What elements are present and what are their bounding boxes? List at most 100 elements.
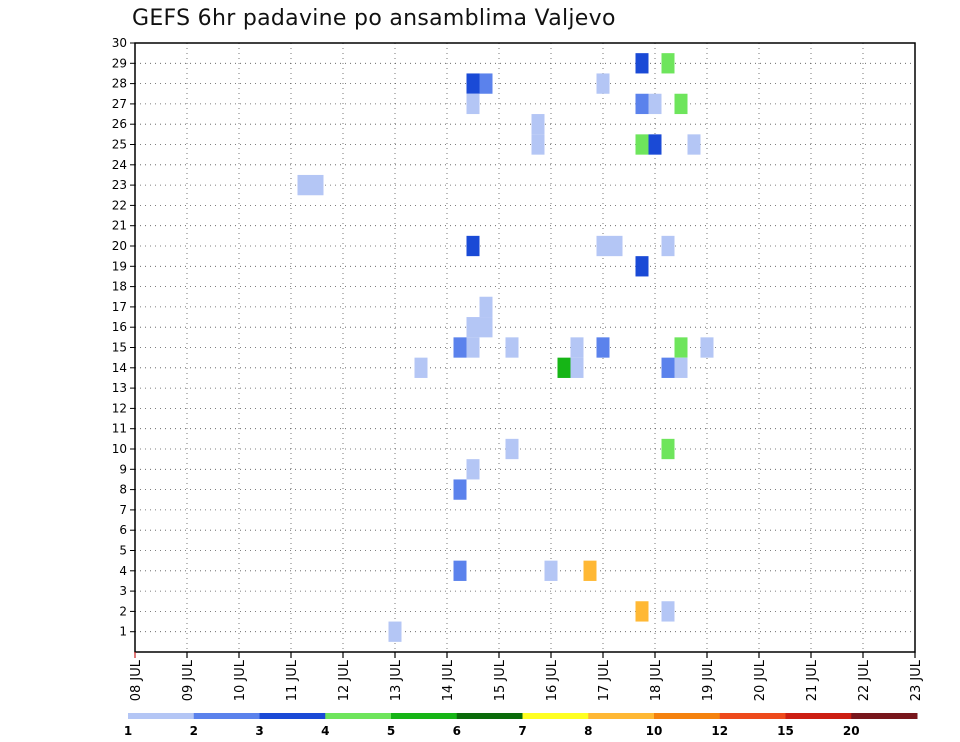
y-tick-label: 28	[112, 77, 127, 91]
legend-swatch	[128, 713, 195, 719]
y-tick-label: 8	[119, 483, 127, 497]
y-tick-label: 6	[119, 523, 127, 537]
color-legend: 1 2 3 4 5 6 7 8 10 12 15 20	[124, 713, 918, 738]
heatmap-cell	[466, 93, 480, 115]
heatmap-cell	[479, 296, 493, 318]
legend-swatch	[325, 713, 392, 719]
legend-swatch	[719, 713, 786, 719]
legend-label: 20	[843, 724, 860, 738]
y-tick-label: 25	[112, 138, 127, 152]
y-tick-label: 26	[112, 117, 127, 131]
heatmap-cell	[466, 317, 480, 338]
heatmap-cell	[674, 337, 688, 358]
heatmap-cell	[635, 134, 649, 155]
heatmap-cell	[544, 560, 558, 581]
heatmap-cell	[466, 459, 480, 480]
heatmap-cell	[674, 357, 688, 378]
heatmap-cell	[661, 357, 675, 378]
y-tick-label: 18	[112, 280, 127, 294]
heatmap-cell	[648, 93, 662, 115]
heatmap-cell	[635, 601, 649, 622]
heatmap-cell	[661, 438, 675, 460]
x-tick-label: 15 JUL	[493, 659, 508, 701]
x-tick-label: 23 JUL	[909, 659, 924, 701]
legend-label: 10	[646, 724, 663, 738]
y-tick-label: 22	[112, 198, 127, 212]
legend-label: 7	[518, 724, 526, 738]
legend-swatch	[391, 713, 458, 719]
heatmap-cell	[635, 93, 649, 115]
x-tick-label: 13 JUL	[389, 659, 404, 701]
heatmap-cell	[570, 337, 584, 358]
heatmap-cell	[570, 357, 584, 378]
legend-label: 1	[124, 724, 132, 738]
heatmap-cell	[453, 337, 467, 358]
y-tick-label: 2	[119, 604, 127, 618]
x-tick-label: 08 JUL	[129, 659, 144, 701]
legend-swatch	[259, 713, 326, 719]
legend-swatch	[193, 713, 260, 719]
chart-title: GEFS 6hr padavine po ansamblima Valjevo	[132, 6, 616, 31]
y-tick-label: 23	[112, 178, 127, 192]
heatmap-cell	[297, 174, 311, 196]
y-tick-label: 11	[112, 422, 127, 436]
y-axis-ticks: 1234567891011121314151617181920212223242…	[112, 36, 135, 639]
legend-label: 6	[453, 724, 461, 738]
y-tick-label: 1	[119, 625, 127, 639]
y-tick-label: 19	[112, 259, 127, 273]
y-tick-label: 24	[112, 158, 127, 172]
heatmap-cell	[505, 438, 519, 460]
y-tick-label: 4	[119, 564, 127, 578]
legend-swatch	[785, 713, 852, 719]
legend-label: 15	[777, 724, 794, 738]
x-tick-label: 21 JUL	[805, 659, 820, 701]
x-tick-label: 12 JUL	[337, 659, 352, 701]
precipitation-cells	[297, 53, 714, 642]
heatmap-cell	[700, 337, 714, 358]
heatmap-cell	[635, 53, 649, 74]
x-tick-label: 20 JUL	[753, 659, 768, 701]
legend-swatch	[588, 713, 655, 719]
heatmap-cell	[583, 560, 597, 581]
heatmap-cell	[661, 601, 675, 622]
y-tick-label: 16	[112, 320, 127, 334]
legend-label: 5	[387, 724, 395, 738]
heatmap-cell	[596, 337, 610, 358]
legend-swatch	[522, 713, 589, 719]
x-tick-label: 14 JUL	[441, 659, 456, 701]
y-tick-label: 12	[112, 401, 127, 415]
x-tick-label: 18 JUL	[649, 659, 664, 701]
y-tick-label: 20	[112, 239, 127, 253]
heatmap-cell	[557, 357, 571, 378]
heatmap-cell	[466, 235, 480, 257]
y-tick-label: 5	[119, 544, 127, 558]
heatmap-cell	[466, 337, 480, 358]
legend-label: 3	[255, 724, 263, 738]
heatmap-cell	[479, 317, 493, 338]
heatmap-cell	[609, 235, 623, 257]
y-tick-label: 27	[112, 97, 127, 111]
y-tick-label: 30	[112, 36, 127, 50]
y-tick-label: 7	[119, 503, 127, 517]
x-tick-label: 16 JUL	[545, 659, 560, 701]
heatmap-cell	[453, 560, 467, 581]
x-tick-label: 22 JUL	[857, 659, 872, 701]
heatmap-cell	[466, 73, 480, 94]
heatmap-cell	[687, 134, 701, 155]
heatmap-cell	[596, 73, 610, 94]
heatmap-cell	[505, 337, 519, 358]
y-tick-label: 13	[112, 381, 127, 395]
y-tick-label: 9	[119, 462, 127, 476]
heatmap-cell	[388, 621, 402, 642]
heatmap-cell	[479, 73, 493, 94]
heatmap-cell	[453, 479, 467, 500]
y-tick-label: 17	[112, 300, 127, 314]
heatmap-cell	[661, 235, 675, 257]
y-tick-label: 21	[112, 219, 127, 233]
x-tick-label: 17 JUL	[597, 659, 612, 701]
heatmap-cell	[596, 235, 610, 257]
heatmap-cell	[531, 114, 545, 135]
x-axis-ticks: 08 JUL 09 JUL 10 JUL 11 JUL 12 JUL 13 JUL 14 J…	[129, 652, 924, 701]
heatmap-cell	[648, 134, 662, 155]
